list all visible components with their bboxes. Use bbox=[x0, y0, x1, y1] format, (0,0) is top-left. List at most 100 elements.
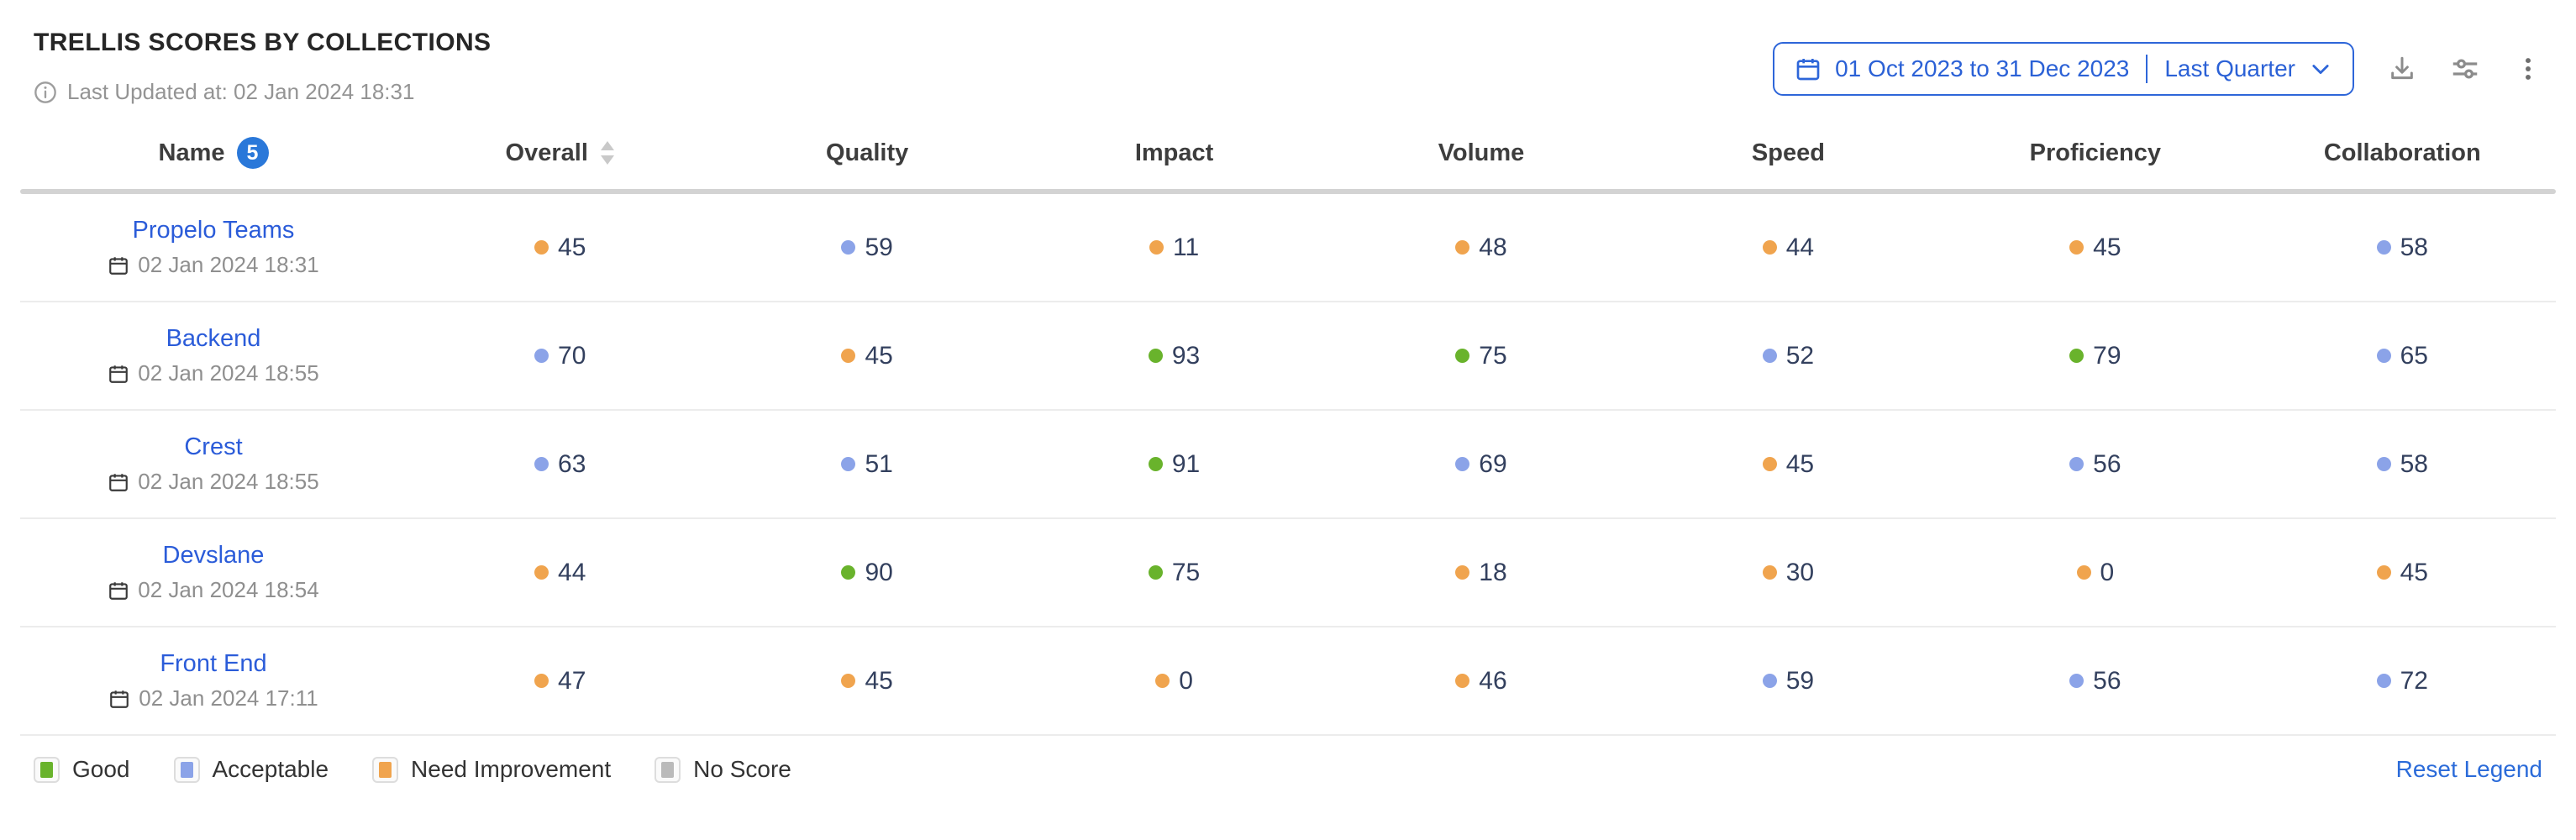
settings-sliders-icon[interactable] bbox=[2450, 54, 2480, 84]
score-status-dot bbox=[841, 674, 856, 688]
score-value: 72 bbox=[2400, 666, 2428, 695]
table-row: Crest 02 Jan 2024 18:55 63 51 91 69 45 56 58 bbox=[20, 411, 2556, 519]
score-cell-proficiency: 79 bbox=[2069, 342, 2121, 370]
name-cell: Backend 02 Jan 2024 18:55 bbox=[108, 325, 319, 386]
collection-name-link[interactable]: Propelo Teams bbox=[132, 217, 295, 244]
column-header-overall[interactable]: Overall bbox=[506, 139, 615, 167]
kebab-menu-icon[interactable] bbox=[2514, 55, 2542, 83]
score-value: 75 bbox=[1171, 558, 1201, 586]
score-cell-speed: 59 bbox=[1762, 667, 1814, 696]
date-preset-dropdown[interactable]: Last Quarter bbox=[2164, 55, 2295, 81]
collection-name-link[interactable]: Backend bbox=[166, 325, 261, 352]
score-status-dot bbox=[1455, 674, 1470, 688]
legend-item-need_improvement[interactable]: Need Improvement bbox=[372, 756, 611, 783]
row-count-badge: 5 bbox=[236, 137, 269, 169]
collection-name-link[interactable]: Devslane bbox=[162, 542, 265, 569]
score-cell-collaboration: 72 bbox=[2376, 666, 2428, 696]
score-status-dot bbox=[2076, 565, 2091, 580]
info-icon bbox=[34, 81, 57, 104]
score-value: 90 bbox=[865, 558, 893, 586]
score-status-dot bbox=[1455, 457, 1470, 471]
score-status-dot bbox=[1149, 240, 1164, 255]
collection-name-link[interactable]: Crest bbox=[184, 433, 243, 460]
score-value: 58 bbox=[2400, 233, 2428, 261]
score-status-dot bbox=[1148, 349, 1163, 363]
score-cell-collaboration: 58 bbox=[2376, 233, 2428, 262]
score-cell-collaboration: 58 bbox=[2376, 450, 2428, 479]
name-cell: Crest 02 Jan 2024 18:55 bbox=[108, 433, 319, 495]
score-cell-quality: 45 bbox=[841, 666, 893, 696]
score-cell-overall: 44 bbox=[534, 559, 586, 587]
score-status-dot bbox=[2376, 240, 2391, 255]
date-range-text: 01 Oct 2023 to 31 Dec 2023 bbox=[1835, 55, 2130, 81]
score-value: 59 bbox=[865, 233, 893, 261]
score-value: 93 bbox=[1171, 341, 1201, 370]
score-value: 51 bbox=[865, 449, 893, 478]
score-value: 63 bbox=[558, 449, 586, 478]
calendar-icon bbox=[1795, 55, 1822, 82]
reset-legend-link[interactable]: Reset Legend bbox=[2395, 756, 2542, 782]
score-status-dot bbox=[1762, 565, 1777, 580]
score-cell-impact: 91 bbox=[1148, 449, 1201, 479]
calendar-icon bbox=[109, 581, 129, 600]
legend-swatch bbox=[173, 756, 200, 783]
score-cell-volume: 46 bbox=[1455, 666, 1507, 696]
name-cell: Front End 02 Jan 2024 17:11 bbox=[108, 650, 318, 711]
score-status-dot bbox=[2069, 240, 2084, 255]
calendar-icon bbox=[110, 690, 129, 708]
column-header-speed: Speed bbox=[1751, 139, 1825, 166]
score-value: 46 bbox=[1479, 666, 1507, 695]
table-row: Front End 02 Jan 2024 17:11 47 45 0 46 59 56 7… bbox=[20, 627, 2556, 736]
row-updated-at: 02 Jan 2024 18:55 bbox=[108, 360, 319, 386]
score-cell-speed: 52 bbox=[1762, 341, 1815, 370]
score-cell-speed: 45 bbox=[1762, 450, 1814, 479]
row-date-text: 02 Jan 2024 18:55 bbox=[138, 360, 319, 386]
score-status-dot bbox=[841, 565, 856, 580]
legend-swatch bbox=[372, 756, 399, 783]
score-status-dot bbox=[841, 240, 856, 255]
score-status-dot bbox=[534, 240, 549, 255]
score-value: 91 bbox=[1171, 449, 1201, 478]
name-cell: Propelo Teams 02 Jan 2024 18:31 bbox=[108, 217, 319, 278]
score-value: 52 bbox=[1785, 341, 1815, 370]
calendar-icon bbox=[109, 365, 129, 383]
legend-swatch bbox=[655, 756, 681, 783]
score-cell-overall: 63 bbox=[534, 450, 586, 479]
score-cell-quality: 59 bbox=[841, 233, 893, 262]
score-status-dot bbox=[2376, 674, 2391, 688]
column-header-quality: Quality bbox=[825, 139, 909, 166]
score-status-dot bbox=[1762, 240, 1777, 255]
score-status-dot bbox=[2069, 349, 2084, 363]
legend-item-good[interactable]: Good bbox=[34, 756, 130, 783]
score-value: 45 bbox=[865, 341, 893, 370]
score-status-dot bbox=[2376, 457, 2391, 471]
column-header-impact: Impact bbox=[1134, 139, 1214, 166]
score-cell-speed: 30 bbox=[1762, 559, 1814, 587]
row-date-text: 02 Jan 2024 18:55 bbox=[138, 469, 319, 494]
header-divider bbox=[20, 189, 2556, 194]
legend-label: Good bbox=[72, 756, 130, 782]
legend-label: Acceptable bbox=[212, 756, 329, 782]
calendar-icon bbox=[109, 256, 129, 275]
row-date-text: 02 Jan 2024 18:54 bbox=[138, 577, 319, 602]
score-status-dot bbox=[1148, 457, 1163, 471]
widget-topbar: TRELLIS SCORES BY COLLECTIONS Last Updat… bbox=[0, 0, 2576, 105]
score-status-dot bbox=[2069, 457, 2084, 471]
row-date-text: 02 Jan 2024 17:11 bbox=[139, 685, 318, 711]
score-status-dot bbox=[1455, 240, 1470, 255]
score-cell-volume: 75 bbox=[1455, 342, 1507, 370]
score-status-dot bbox=[1762, 349, 1777, 363]
collection-name-link[interactable]: Front End bbox=[160, 650, 267, 677]
score-status-dot bbox=[841, 457, 856, 471]
table-row: Devslane 02 Jan 2024 18:54 44 90 75 18 30 0 45 bbox=[20, 519, 2556, 627]
score-cell-impact: 0 bbox=[1155, 667, 1193, 696]
legend-item-acceptable[interactable]: Acceptable bbox=[173, 756, 329, 783]
score-value: 45 bbox=[865, 666, 893, 695]
score-status-dot bbox=[2069, 674, 2084, 688]
date-range-picker[interactable]: 01 Oct 2023 to 31 Dec 2023 Last Quarter bbox=[1773, 42, 2354, 96]
score-cell-quality: 90 bbox=[841, 558, 893, 587]
legend-item-no_score[interactable]: No Score bbox=[655, 756, 791, 783]
download-icon[interactable] bbox=[2388, 55, 2416, 83]
score-value: 45 bbox=[558, 233, 586, 261]
score-status-dot bbox=[534, 457, 549, 471]
